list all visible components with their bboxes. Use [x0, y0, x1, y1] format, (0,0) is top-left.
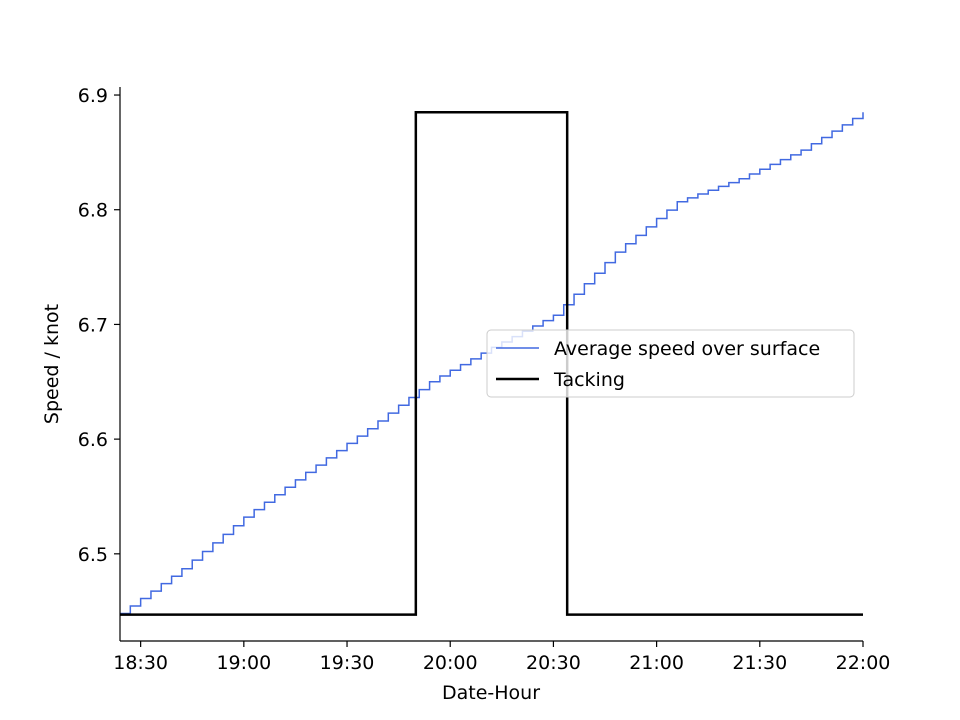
y-tick-label: 6.6	[78, 429, 108, 451]
x-tick-label: 21:00	[629, 652, 684, 674]
x-tick-label: 22:00	[836, 652, 891, 674]
ticks: 18:30 19:00 19:30 20:00 20:30 21:00 21:30 22:00…	[78, 85, 891, 674]
y-tick-label: 6.5	[78, 544, 108, 566]
y-tick-label: 6.8	[78, 200, 108, 222]
x-tick-label: 20:30	[526, 652, 581, 674]
y-tick-label: 6.7	[78, 314, 108, 336]
series-line-tacking	[120, 110, 863, 616]
y-axis-label: Speed / knot	[41, 304, 63, 424]
legend-box	[486, 329, 855, 398]
legend-label: Average speed over surface	[554, 338, 820, 360]
x-tick-label: 19:00	[216, 652, 271, 674]
x-tick-label: 19:30	[320, 652, 375, 674]
y-tick-label: 6.9	[78, 85, 108, 107]
x-tick-label: 21:30	[732, 652, 787, 674]
x-tick-label: 20:00	[423, 652, 478, 674]
x-axis-label: Date-Hour	[442, 682, 540, 704]
legend-label: Tacking	[553, 369, 625, 391]
x-tick-label: 18:30	[113, 652, 168, 674]
legend: Average speed over surface Tacking	[486, 329, 855, 398]
